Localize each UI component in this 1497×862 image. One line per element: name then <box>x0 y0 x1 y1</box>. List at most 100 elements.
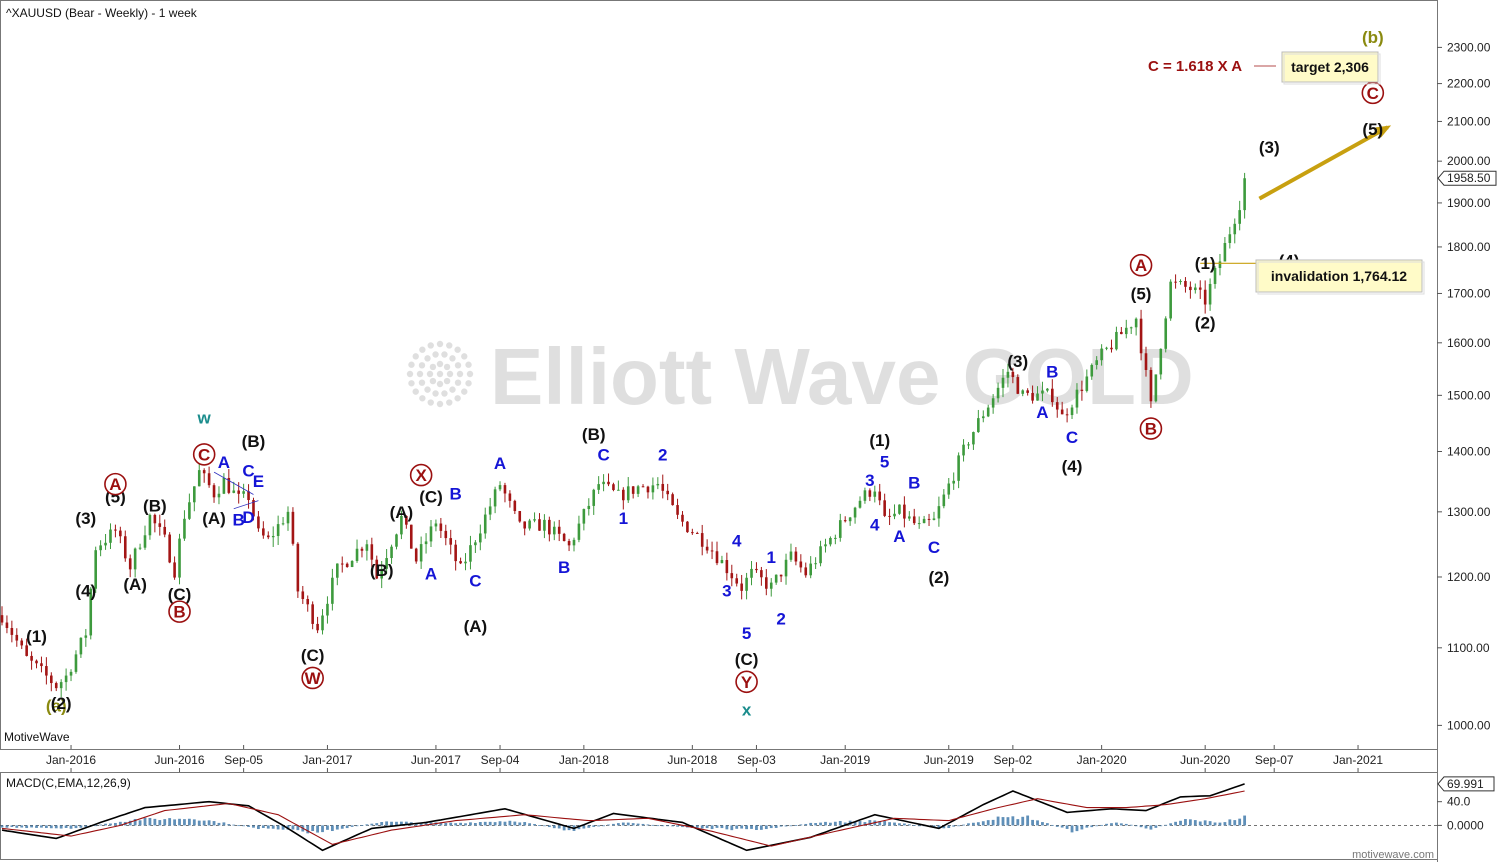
macd-histogram-bar <box>1085 825 1089 828</box>
candle-body <box>493 489 497 507</box>
macd-histogram-bar <box>784 825 788 827</box>
macd-last-tag: 69.991 <box>1437 776 1495 792</box>
macd-histogram-bar <box>843 822 847 826</box>
wave-label: 4 <box>870 515 880 534</box>
candle-body <box>1124 327 1128 335</box>
macd-histogram-bar <box>296 825 300 831</box>
candle-body <box>370 544 374 560</box>
wave-label: (C) <box>419 487 443 506</box>
candle-body <box>350 560 354 568</box>
candle-body <box>661 483 665 491</box>
candle-body <box>582 509 586 524</box>
candle-body <box>385 558 388 569</box>
y-tick-label: 1600.00 <box>1447 336 1491 350</box>
projection-label: C = 1.618 X A <box>1148 58 1242 75</box>
candle-body <box>15 634 19 641</box>
macd-histogram-bar <box>365 824 369 826</box>
macd-histogram-bar <box>616 823 620 826</box>
wave-circle-label: X <box>415 466 427 485</box>
candle-body <box>745 577 748 591</box>
wave-label: 2 <box>776 610 785 629</box>
macd-histogram-bar <box>370 823 374 826</box>
macd-histogram-bar <box>547 825 551 828</box>
macd-histogram-bar <box>838 820 842 826</box>
macd-histogram-bar <box>59 825 63 829</box>
candle-body <box>483 514 487 534</box>
watermark-dot <box>418 379 426 386</box>
watermark-dot <box>406 370 414 378</box>
macd-histogram-bar <box>1075 825 1079 832</box>
candle-body <box>607 481 610 485</box>
macd-histogram-bar <box>508 820 512 826</box>
wave-label: (A) <box>390 503 414 522</box>
macd-histogram-bar <box>720 825 724 829</box>
macd-histogram-bar <box>345 825 349 829</box>
macd-histogram-bar <box>863 822 867 826</box>
macd-histogram-bar <box>1026 815 1030 826</box>
macd-histogram-bar <box>385 821 389 826</box>
candle-body <box>222 477 226 494</box>
candle-body <box>227 477 231 493</box>
candle-body <box>291 511 295 544</box>
wave-circle-icon <box>104 472 127 496</box>
macd-histogram-bar <box>197 820 201 826</box>
wave-label: (1) <box>26 627 47 646</box>
wave-label: (B) <box>143 497 167 516</box>
macd-histogram-bar <box>202 820 206 826</box>
macd-histogram-bar <box>1031 819 1034 826</box>
candle-body <box>336 563 339 578</box>
macd-histogram-bar <box>395 821 398 826</box>
macd-histogram-bar <box>350 825 354 827</box>
candle-body <box>1120 331 1123 335</box>
candle-body <box>0 615 4 623</box>
wave-circle-icon <box>409 463 433 487</box>
candle-body <box>365 544 369 551</box>
macd-histogram-bar <box>478 822 482 826</box>
macd-histogram-bar <box>99 824 103 826</box>
macd-histogram-bar <box>1065 825 1069 829</box>
macd-tick-label: 0.0000 <box>1447 818 1484 832</box>
macd-histogram-bar <box>656 825 660 827</box>
wave-label: (4) <box>75 582 96 601</box>
candle-body <box>513 500 517 512</box>
target-label: target 2,306 <box>1291 59 1369 75</box>
candle-body <box>217 493 221 498</box>
candle-body <box>1149 369 1153 402</box>
candle-body <box>942 494 946 507</box>
wave-label: (A) <box>464 617 488 636</box>
macd-histogram-bar <box>94 825 98 827</box>
candle-body <box>498 485 502 490</box>
x-tick-label: Jan-2019 <box>820 753 870 767</box>
macd-histogram-bar <box>340 825 344 829</box>
triangle-line <box>233 500 259 510</box>
candle-body <box>804 567 808 576</box>
watermark-dot <box>449 355 456 362</box>
macd-histogram-bar <box>449 822 453 826</box>
macd-histogram-bar <box>15 825 19 828</box>
macd-histogram-bar <box>538 825 541 826</box>
macd-histogram-bar <box>661 825 665 827</box>
candle-body <box>710 550 714 552</box>
macd-histogram-bar <box>74 825 78 829</box>
macd-histogram-bar <box>5 825 9 828</box>
candle-body <box>888 515 891 517</box>
wave-label: C <box>242 461 254 480</box>
macd-histogram-bar <box>750 825 753 829</box>
candle-body <box>345 563 349 568</box>
candle-body <box>1090 364 1094 377</box>
candle-body <box>89 588 93 636</box>
candle-body <box>962 444 965 456</box>
wave-label: A <box>893 527 905 546</box>
macd-histogram-bar <box>735 825 739 829</box>
x-tick-label: Jan-2016 <box>46 753 96 767</box>
macd-histogram-bar <box>1144 825 1148 829</box>
macd-histogram-bar <box>1169 823 1173 826</box>
macd-histogram-bar <box>646 824 650 826</box>
macd-histogram-bar <box>1193 820 1197 826</box>
macd-histogram-bar <box>562 825 566 831</box>
macd-histogram-bar <box>883 821 887 826</box>
macd-histogram-bar <box>355 825 359 827</box>
wave-label: (3) <box>1259 138 1280 157</box>
macd-histogram-bar <box>79 825 83 828</box>
macd-histogram-bar <box>419 822 423 826</box>
